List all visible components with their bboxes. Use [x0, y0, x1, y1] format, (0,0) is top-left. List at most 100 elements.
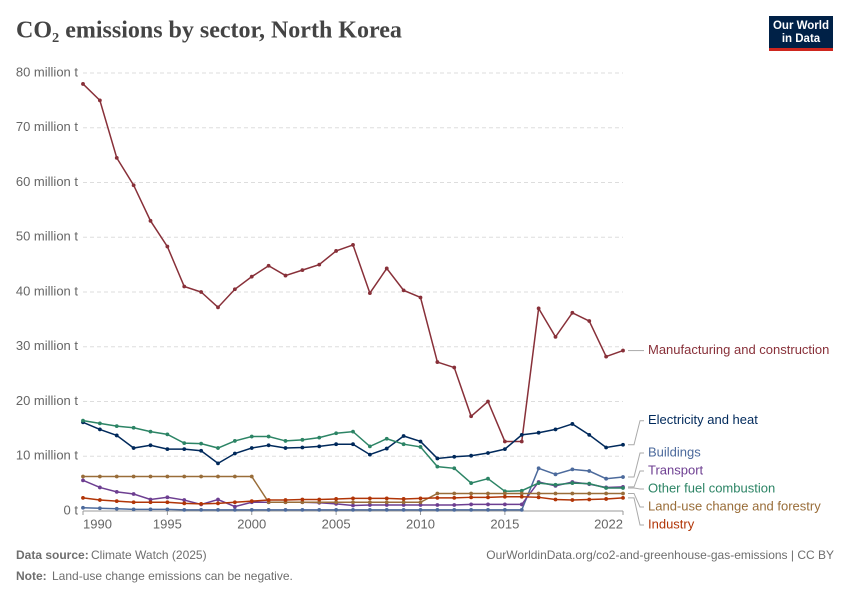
- series-label: Transport: [648, 462, 704, 477]
- point: [469, 508, 474, 512]
- point: [621, 348, 625, 353]
- point: [401, 442, 406, 447]
- point: [148, 474, 153, 479]
- series-label: Electricity and heat: [648, 412, 758, 427]
- point: [502, 494, 507, 499]
- point: [536, 495, 541, 500]
- point: [232, 508, 237, 512]
- point: [367, 452, 372, 457]
- point: [81, 474, 85, 479]
- point: [232, 504, 237, 509]
- point: [249, 499, 254, 504]
- note-label: Note:: [16, 569, 47, 583]
- series-label: Industry: [648, 516, 695, 531]
- point: [553, 491, 558, 496]
- point: [97, 421, 102, 426]
- point: [97, 498, 102, 502]
- label-connector: [628, 497, 644, 526]
- x-tick-label: 2010: [406, 516, 435, 531]
- point: [300, 445, 305, 450]
- source-label: Data source:: [16, 548, 89, 562]
- y-tick-label: 60 million t: [16, 174, 79, 189]
- point: [131, 446, 136, 450]
- point: [182, 284, 187, 289]
- point: [536, 306, 541, 311]
- point: [587, 469, 592, 473]
- point: [452, 495, 457, 500]
- point: [367, 444, 372, 449]
- point: [519, 439, 524, 444]
- point: [283, 498, 288, 502]
- point: [367, 508, 372, 512]
- point: [97, 427, 102, 432]
- point: [604, 486, 609, 490]
- label-connector: [628, 492, 644, 508]
- series-label: Other fuel combustion: [648, 480, 775, 495]
- point: [351, 496, 355, 501]
- logo-box: [769, 16, 833, 50]
- point: [367, 496, 372, 501]
- point: [216, 501, 220, 506]
- point: [148, 218, 153, 223]
- x-tick-label: 2005: [322, 516, 351, 531]
- point: [401, 288, 406, 293]
- point: [519, 488, 524, 493]
- point: [165, 447, 170, 452]
- point: [317, 500, 322, 505]
- point: [519, 432, 524, 437]
- point: [249, 508, 254, 512]
- label-connector: [628, 452, 644, 478]
- label-connector: [628, 470, 644, 488]
- point: [469, 414, 474, 419]
- point: [587, 491, 592, 496]
- point: [199, 508, 204, 512]
- point: [351, 442, 355, 447]
- point: [469, 481, 474, 485]
- point: [604, 354, 609, 359]
- point: [536, 481, 541, 485]
- point: [232, 451, 237, 456]
- point: [199, 441, 204, 446]
- point: [283, 273, 288, 278]
- point: [519, 494, 524, 499]
- point: [502, 508, 507, 512]
- point: [81, 418, 85, 423]
- point: [469, 453, 474, 458]
- point: [604, 491, 609, 496]
- point: [435, 464, 440, 469]
- point: [216, 461, 220, 466]
- point: [131, 500, 136, 505]
- x-tick-label: 1995: [153, 516, 182, 531]
- point: [114, 155, 119, 160]
- point: [97, 506, 102, 511]
- y-tick-label: 40 million t: [16, 283, 79, 298]
- url: OurWorldinData.org/co2-and-greenhouse-ga…: [486, 548, 834, 562]
- chart-title: CO₂ emissions by sector, North Korea: [16, 18, 402, 44]
- point: [300, 268, 305, 272]
- point: [283, 508, 288, 512]
- point: [469, 495, 474, 500]
- point: [182, 474, 187, 479]
- point: [216, 474, 220, 479]
- point: [334, 442, 339, 447]
- point: [604, 445, 609, 450]
- series-label: Manufacturing and construction: [648, 342, 829, 357]
- point: [570, 422, 575, 426]
- point: [384, 266, 389, 271]
- point: [367, 500, 372, 505]
- point: [249, 446, 254, 450]
- point: [232, 287, 237, 292]
- point: [81, 478, 85, 483]
- y-tick-label: 10 million t: [16, 448, 79, 463]
- point: [266, 434, 271, 439]
- point: [519, 502, 524, 507]
- point: [435, 491, 440, 496]
- point: [165, 507, 170, 512]
- point: [351, 508, 355, 512]
- point: [452, 365, 457, 370]
- point: [148, 443, 153, 448]
- point: [182, 501, 187, 506]
- point: [334, 431, 339, 436]
- point: [300, 508, 305, 512]
